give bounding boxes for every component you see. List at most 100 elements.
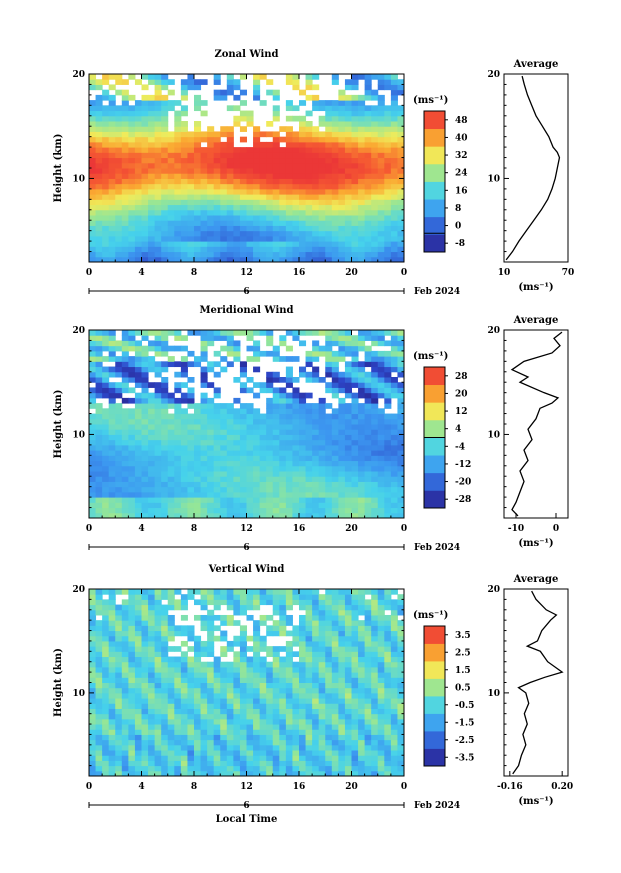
heatmap-cell — [371, 209, 379, 216]
heatmap-cell — [246, 739, 254, 746]
heatmap-cell — [213, 220, 221, 226]
heatmap-cell — [358, 476, 366, 482]
heatmap-cell — [115, 413, 123, 420]
heatmap-cell — [161, 594, 169, 600]
heatmap-cell — [200, 152, 208, 159]
heatmap-cell — [161, 635, 169, 642]
heatmap-cell — [239, 640, 247, 647]
heatmap-cell — [154, 460, 162, 467]
heatmap-cell — [187, 589, 195, 595]
heatmap-cell — [246, 387, 254, 394]
heatmap-cell — [213, 497, 221, 503]
heatmap-cell — [279, 434, 287, 441]
heatmap-cell — [148, 168, 156, 174]
heatmap-cell — [371, 635, 379, 642]
heatmap-cell — [239, 502, 247, 509]
heatmap-cell — [102, 413, 110, 420]
heatmap-cell — [272, 750, 280, 756]
heatmap-cell — [239, 194, 247, 200]
heatmap-cell — [344, 387, 352, 394]
heatmap-cell — [233, 502, 241, 509]
heatmap-cell — [279, 168, 287, 174]
heatmap-cell — [331, 599, 339, 606]
heatmap-cell — [338, 429, 346, 435]
heatmap-cell — [207, 152, 215, 159]
heatmap-cell — [331, 204, 339, 211]
heatmap-cell — [128, 713, 136, 720]
heatmap-cell — [134, 486, 142, 493]
heatmap-cell — [213, 418, 221, 425]
heatmap-cell — [272, 215, 280, 221]
heatmap-cell — [397, 356, 405, 362]
heatmap-cell — [239, 110, 247, 117]
heatmap-cell — [259, 157, 267, 164]
heatmap-cell — [141, 413, 149, 420]
heatmap-cell — [272, 589, 280, 595]
heatmap-cell — [207, 687, 215, 694]
heatmap-cell — [174, 235, 182, 242]
heatmap-cell — [141, 450, 149, 456]
heatmap-cell — [266, 760, 274, 767]
heatmap-cell — [220, 147, 228, 153]
heatmap-cell — [89, 708, 97, 715]
heatmap-cell — [239, 481, 247, 488]
heatmap-cell — [161, 744, 169, 751]
heatmap-cell — [358, 718, 366, 725]
heatmap-cell — [213, 703, 221, 709]
heatmap-cell — [233, 465, 241, 472]
heatmap-cell — [226, 486, 234, 493]
heatmap-cell — [134, 345, 142, 352]
heatmap-cell — [187, 760, 195, 767]
heatmap-cell — [285, 397, 293, 404]
heatmap-cell — [371, 471, 379, 477]
heatmap-cell — [397, 497, 405, 503]
heatmap-cell — [344, 204, 352, 211]
heatmap-cell — [259, 614, 267, 621]
heatmap-cell — [187, 739, 195, 746]
heatmap-cell — [292, 74, 300, 80]
heatmap-cell — [187, 502, 195, 509]
heatmap-cell — [239, 126, 247, 132]
heatmap-cell — [312, 434, 320, 441]
heatmap-cell — [292, 147, 300, 153]
heatmap-cell — [285, 403, 293, 409]
heatmap-cell — [89, 183, 97, 190]
heatmap-cell — [364, 465, 372, 472]
heatmap-cell — [331, 476, 339, 482]
heatmap-cell — [344, 666, 352, 673]
heatmap-cell — [384, 666, 392, 673]
heatmap-cell — [384, 661, 392, 668]
heatmap-cell — [194, 708, 202, 715]
heatmap-cell — [358, 512, 366, 519]
heatmap-cell — [338, 460, 346, 467]
heatmap-cell — [272, 502, 280, 509]
heatmap-cell — [213, 770, 221, 777]
heatmap-cell — [305, 361, 313, 368]
heatmap-cell — [102, 340, 110, 347]
heatmap-cell — [161, 682, 169, 689]
heatmap-cell — [174, 387, 182, 394]
heatmap-cell — [344, 424, 352, 430]
heatmap-cell — [384, 770, 392, 777]
heatmap-cell — [207, 204, 215, 211]
heatmap-cell — [344, 162, 352, 169]
heatmap-cell — [312, 750, 320, 756]
heatmap-cell — [253, 413, 261, 420]
heatmap-cell — [141, 687, 149, 694]
heatmap-cell — [141, 162, 149, 169]
heatmap-cell — [226, 589, 234, 595]
heatmap-cell — [102, 599, 110, 606]
heatmap-cell — [200, 760, 208, 767]
heatmap-cell — [272, 403, 280, 409]
heatmap-cell — [279, 418, 287, 425]
heatmap-cell — [108, 609, 116, 616]
heatmap-cell — [174, 724, 182, 730]
heatmap-cell — [167, 220, 175, 226]
heatmap-cell — [390, 656, 398, 663]
heatmap-cell — [279, 429, 287, 435]
heatmap-cell — [246, 760, 254, 767]
heatmap-cell — [167, 460, 175, 467]
heatmap-cell — [200, 215, 208, 221]
heatmap-cell — [239, 188, 247, 195]
heatmap-cell — [200, 682, 208, 689]
